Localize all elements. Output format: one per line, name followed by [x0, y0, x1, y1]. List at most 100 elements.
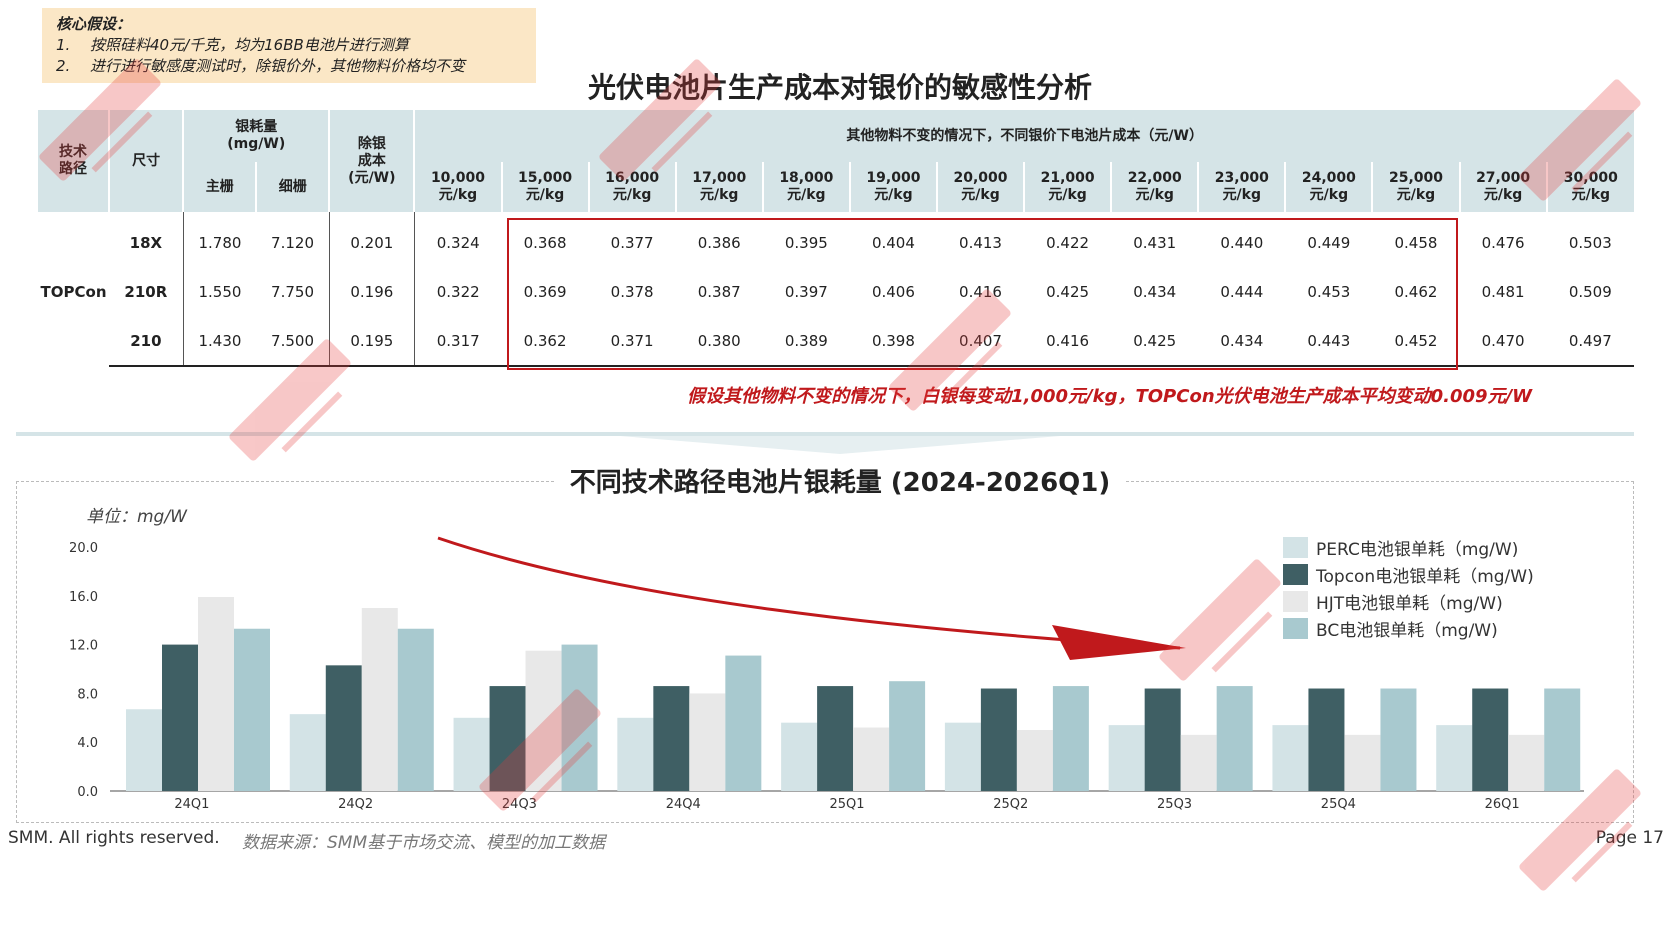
chart-unit: 单位：mg/W: [86, 507, 187, 527]
cost-cell: 0.378: [610, 282, 654, 301]
bar: [1144, 688, 1181, 791]
header-price: 10,000 元/kg: [413, 162, 502, 212]
bar: [1180, 734, 1217, 791]
y-tick-label: 12.0: [69, 639, 98, 654]
size-cell: 210: [109, 316, 184, 367]
header-price: 18,000 元/kg: [761, 162, 850, 212]
legend-swatch: [1283, 537, 1308, 558]
legend-label: HJT电池银单耗（mg/W): [1316, 594, 1503, 614]
main-cell: 1.780: [182, 212, 257, 267]
header-span: 其他物料不变的情况下，不同银价下电池片成本（元/W）: [413, 110, 1634, 162]
bar: [325, 665, 362, 791]
bar: [489, 686, 526, 791]
y-tick-label: 4.0: [77, 736, 98, 751]
y-tick-label: 20.0: [69, 541, 98, 556]
sensitivity-title: 光伏电池片生产成本对银价的敏感性分析: [587, 71, 1092, 104]
header-tech: 技术 路径: [38, 110, 110, 212]
bar: [1544, 688, 1581, 791]
header-price: 15,000 元/kg: [500, 162, 589, 212]
bar: [198, 597, 234, 791]
legend-item: BC电池银单耗（mg/W): [1283, 615, 1534, 642]
fine-cell: 7.750: [271, 282, 314, 301]
assumptions-box: 核心假设： 1. 按照硅料40元/千克，均为16BB电池片进行测算 2. 进行进…: [42, 8, 536, 83]
cost-cell: 0.453: [1307, 282, 1351, 301]
cost-cell: 0.362: [501, 316, 589, 367]
exsilver-cell: 0.201: [328, 212, 415, 267]
header-price: 16,000 元/kg: [587, 162, 676, 212]
header-price: 25,000 元/kg: [1371, 162, 1460, 212]
cost-cell: 0.406: [871, 282, 915, 301]
x-tick-label: 24Q4: [666, 797, 701, 812]
bar: [725, 655, 762, 791]
cost-cell: 0.395: [784, 233, 828, 252]
bar: [1272, 725, 1309, 791]
x-tick-label: 25Q4: [1321, 797, 1356, 812]
y-tick-label: 0.0: [77, 785, 98, 800]
table-row: 210R 1.550 7.750 0.196 0.322 0.369 0.378 0.387 0…: [38, 267, 1634, 316]
cost-cell: 0.398: [849, 316, 937, 367]
exsilver-cell: 0.195: [328, 316, 415, 367]
y-tick-label: 16.0: [69, 590, 98, 605]
bar: [1472, 688, 1509, 791]
cost-cell: 0.368: [523, 233, 567, 252]
exsilver-cell: 0.196: [328, 267, 415, 316]
bar: [889, 681, 926, 791]
header-price: 30,000 元/kg: [1545, 162, 1634, 212]
bar: [817, 686, 854, 791]
cost-cell: 0.425: [1046, 282, 1090, 301]
cost-cell: 0.324: [413, 212, 502, 267]
header-silver: 银耗量 (mg/W): [182, 110, 330, 162]
bar: [162, 644, 198, 791]
bar: [689, 693, 726, 791]
footer-source: 数据来源：SMM基于市场交流、模型的加工数据: [242, 833, 606, 853]
bar: [1380, 688, 1417, 791]
chart-title-text: 不同技术路径电池片银耗量 (2024-2026Q1): [553, 468, 1127, 498]
bar: [1508, 734, 1545, 791]
chart-legend: PERC电池银单耗（mg/W) Topcon电池银单耗（mg/W) HJT电池银…: [1283, 534, 1534, 642]
bar: [525, 650, 562, 791]
size-cell: 18X: [129, 233, 163, 252]
cost-cell: 0.404: [871, 233, 915, 252]
cost-cell: 0.497: [1546, 316, 1634, 367]
x-tick-label: 25Q1: [829, 797, 864, 812]
bar: [781, 722, 818, 791]
bar: [853, 727, 890, 791]
assumption-num: 1.: [56, 36, 71, 54]
cost-cell: 0.509: [1568, 282, 1612, 301]
legend-swatch: [1283, 591, 1308, 612]
cost-cell: 0.449: [1307, 233, 1351, 252]
header-main: 主栅: [182, 162, 257, 212]
bar: [980, 688, 1017, 791]
bar: [361, 608, 398, 791]
legend-label: Topcon电池银单耗（mg/W): [1316, 567, 1534, 587]
tech-cell: TOPCon: [40, 283, 107, 301]
cost-cell: 0.431: [1133, 233, 1177, 252]
size-cell: 210R: [124, 282, 168, 301]
sensitivity-note: 假设其他物料不变的情况下，白银每变动1,000元/kg，TOPCon光伏电池生产…: [687, 386, 1532, 407]
highlight-box: [507, 218, 1458, 370]
bar: [653, 686, 690, 791]
table-row: 210 1.430 7.500 0.195 0.317 0.362 0.371 0.380 0.…: [38, 316, 1634, 367]
assumption-num: 2.: [56, 57, 71, 75]
cost-cell: 0.481: [1481, 282, 1525, 301]
main-cell: 1.430: [182, 316, 257, 367]
assumption-item: 2. 进行进行敏感度测试时，除银价外，其他物料价格均不变: [56, 56, 522, 77]
cost-cell: 0.443: [1285, 316, 1373, 367]
assumption-text: 按照硅料40元/千克，均为16BB电池片进行测算: [90, 36, 409, 54]
silver-usage-chart: 0.0 4.0 8.0 12.0 16.0 20.0 24Q1 24Q2 24Q3 24Q4 25Q…: [69, 536, 1584, 812]
assumption-item: 1. 按照硅料40元/千克，均为16BB电池片进行测算: [56, 35, 522, 56]
divider-arrow: [620, 436, 1060, 454]
bar: [397, 628, 434, 791]
main-cell: 1.550: [182, 267, 257, 316]
header-price: 17,000 元/kg: [674, 162, 763, 212]
header-exsilver: 除银 成本 (元/W): [328, 110, 415, 212]
bar: [453, 717, 490, 791]
header-price: 20,000 元/kg: [935, 162, 1025, 212]
bar: [944, 722, 981, 791]
legend-swatch: [1283, 564, 1308, 585]
bar: [1108, 725, 1145, 791]
bar: [617, 717, 654, 791]
bar: [561, 644, 598, 791]
header-price: 27,000 元/kg: [1458, 162, 1547, 212]
cost-cell: 0.416: [1024, 316, 1112, 367]
